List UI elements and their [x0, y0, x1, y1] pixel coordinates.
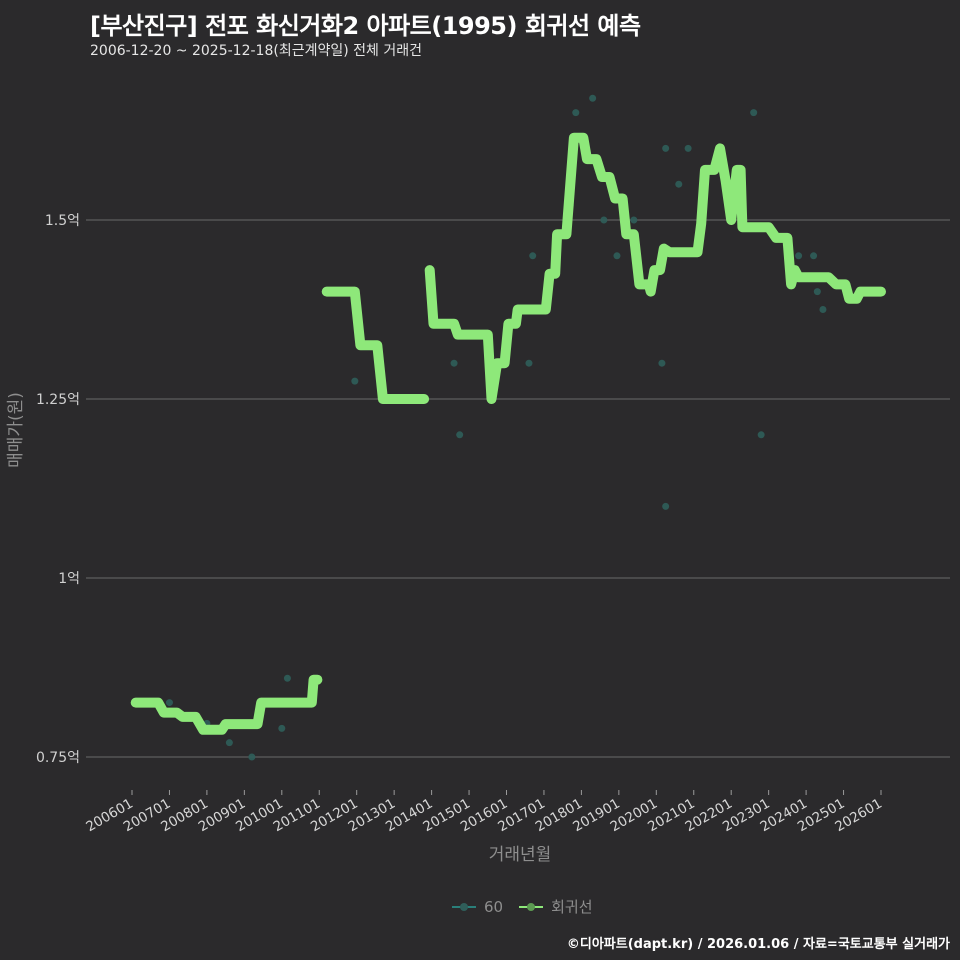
regression-segment	[130, 674, 323, 735]
data-point	[819, 306, 827, 313]
x-axis-ticks: 2006012007012008012009012010012011012012…	[83, 790, 885, 835]
data-point	[525, 359, 533, 367]
y-tick-label: 1.25억	[36, 392, 80, 408]
data-point	[450, 359, 458, 367]
y-tick-label: 1.5억	[45, 213, 80, 229]
data-point	[662, 144, 670, 152]
y-tick-label: 0.75억	[36, 750, 80, 766]
chart-title: [부산진구] 전포 화신거화2 아파트(1995) 회귀선 예측	[90, 12, 641, 40]
legend: 60 회귀선	[452, 896, 599, 917]
legend-item-regression: 회귀선	[519, 896, 593, 917]
data-point	[658, 359, 666, 367]
y-tick-label: 1억	[58, 571, 80, 587]
gridlines	[86, 219, 950, 758]
legend-item-60: 60	[452, 898, 503, 916]
scatter-points-60	[165, 94, 827, 761]
legend-label-regression: 회귀선	[551, 898, 593, 916]
data-point	[600, 216, 608, 224]
data-point	[278, 724, 286, 732]
data-point	[750, 109, 758, 117]
chart-subtitle: 2006-12-20 ~ 2025-12-18(최근계약일) 전체 거래건	[90, 43, 422, 59]
data-point	[165, 699, 173, 707]
data-point	[630, 216, 638, 224]
data-point	[813, 288, 821, 296]
legend-swatch-regression-icon	[519, 902, 544, 912]
regression-segment	[321, 286, 430, 404]
data-point	[529, 252, 537, 260]
x-axis-title: 거래년월	[489, 845, 552, 865]
legend-swatch-60-icon	[452, 902, 476, 912]
footer-credit: ©디아파트(dapt.kr) / 2026.01.06 / 자료=국토교통부 실…	[566, 937, 950, 952]
data-point	[757, 431, 765, 439]
data-point	[589, 94, 597, 102]
data-point	[675, 180, 683, 188]
data-point	[613, 252, 621, 260]
data-point	[810, 252, 818, 260]
data-point	[456, 431, 464, 439]
y-axis-ticks: 0.75억 1억 1.25억 1.5억	[36, 213, 80, 766]
data-point	[795, 252, 803, 260]
data-point	[572, 109, 580, 117]
regression-segment	[424, 132, 886, 404]
data-point	[248, 753, 256, 761]
data-point	[662, 502, 670, 510]
data-point	[351, 377, 359, 385]
data-point	[225, 739, 233, 747]
data-point	[283, 674, 291, 682]
data-point	[684, 144, 692, 152]
legend-label-60: 60	[484, 897, 504, 916]
regression-line	[130, 132, 886, 735]
y-axis-title: 매매가(원)	[6, 392, 26, 468]
